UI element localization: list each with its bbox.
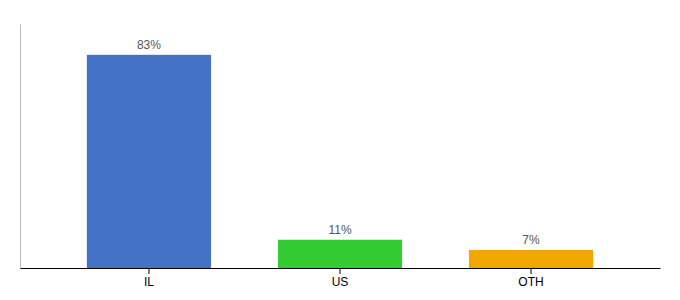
y-axis <box>20 25 21 269</box>
x-tick-label: IL <box>144 275 154 289</box>
data-label: 83% <box>137 38 161 52</box>
bar <box>87 55 211 268</box>
x-tick-label: OTH <box>518 275 543 289</box>
data-labels: 83% 11% 7% <box>137 38 540 247</box>
x-tick: OTH <box>518 268 543 289</box>
chart: IL US OTH 83% 11% 7% <box>0 0 680 300</box>
bar <box>278 240 402 268</box>
x-axis: IL US OTH <box>21 268 661 289</box>
x-tick: US <box>332 268 349 289</box>
x-tick-label: US <box>332 275 349 289</box>
bars <box>87 55 593 268</box>
x-tick-mark <box>340 268 341 274</box>
bar <box>469 250 593 268</box>
data-label: 11% <box>328 223 351 237</box>
x-tick-mark <box>148 268 149 274</box>
data-label: 7% <box>522 233 540 247</box>
plot: IL US OTH 83% 11% 7% <box>21 25 661 289</box>
x-tick: IL <box>144 268 154 289</box>
x-tick-mark <box>531 268 532 274</box>
y-axis-line <box>20 25 21 269</box>
